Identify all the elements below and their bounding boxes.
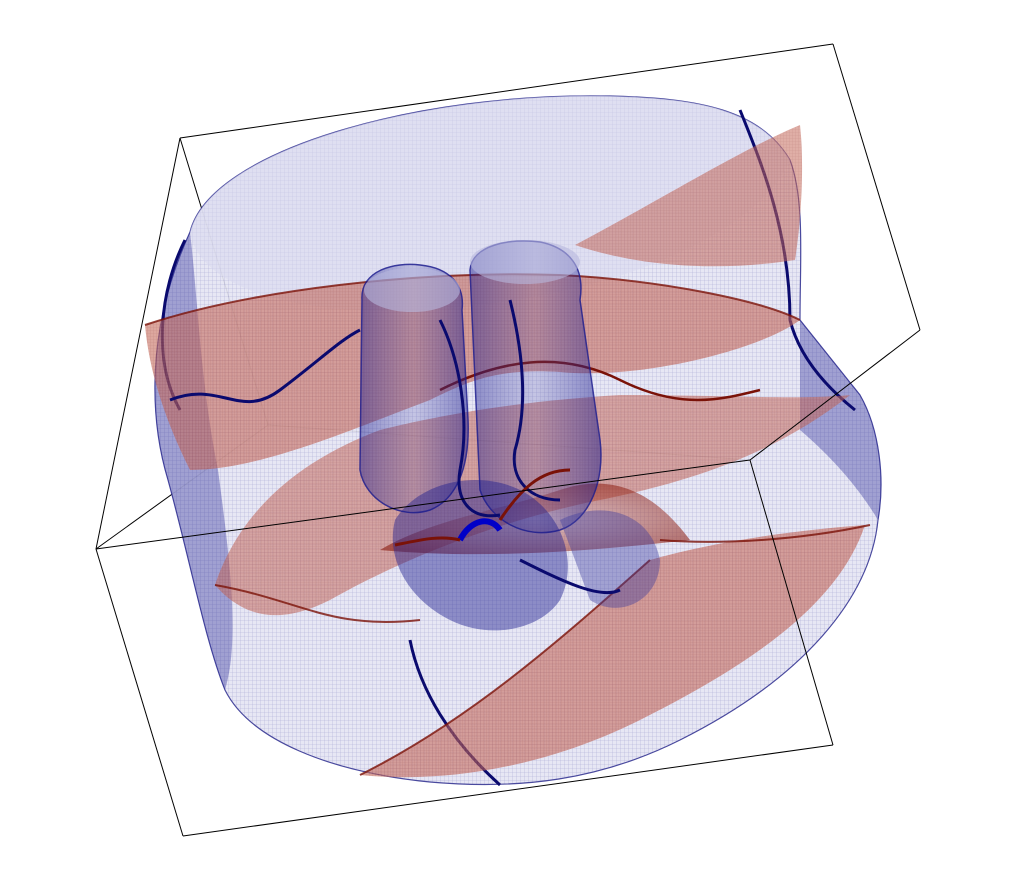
inner-twin-tubes <box>359 240 660 631</box>
vortex-core-filaments <box>394 299 621 595</box>
bounding-box-front <box>95 43 921 837</box>
